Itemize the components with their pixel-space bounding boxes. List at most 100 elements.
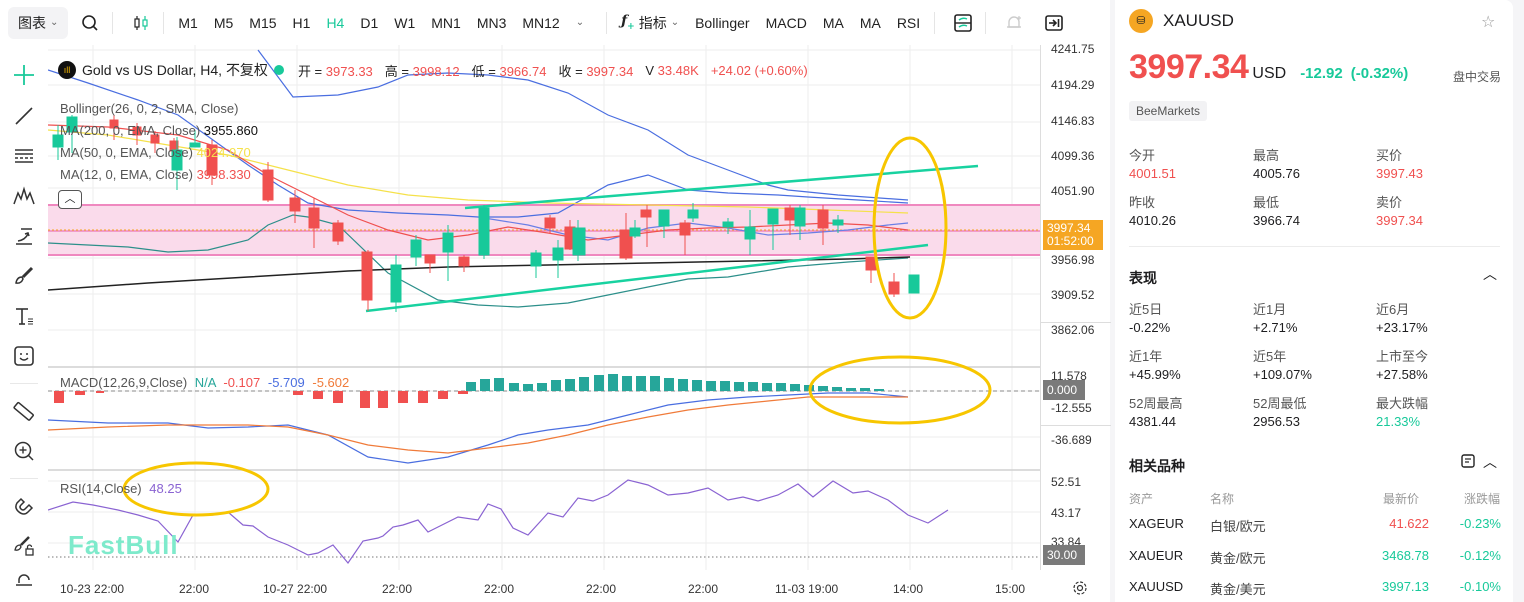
template-button[interactable] bbox=[947, 7, 979, 39]
lock-drawings-tool[interactable] bbox=[8, 530, 40, 562]
collapse-legend-button[interactable]: ︿ bbox=[58, 190, 82, 209]
timeframe-m1[interactable]: M1 bbox=[178, 14, 198, 31]
gold-bars-icon: ⛁ bbox=[1129, 9, 1153, 33]
ma50-legend[interactable]: MA(50, 0, EMA, Close) 4024.970 bbox=[60, 145, 251, 160]
last-price: 3997.34 bbox=[1129, 48, 1249, 86]
indicator-ma-2[interactable]: MA bbox=[859, 14, 881, 31]
macd-legend[interactable]: MACD(12,26,9,Close) N/A -0.107 -5.709 -5… bbox=[60, 375, 350, 390]
divider bbox=[985, 11, 987, 34]
collapse-panel-button[interactable] bbox=[1038, 7, 1070, 39]
timeframe-m5[interactable]: M5 bbox=[213, 14, 234, 31]
row-change: -0.23% bbox=[1459, 516, 1501, 531]
pattern-tool[interactable] bbox=[8, 180, 40, 212]
stat-prev-close: 昨收 4010.26 bbox=[1129, 195, 1176, 228]
star-icon: ☆ bbox=[1481, 14, 1496, 31]
row-name: 黄金/美元 bbox=[1210, 582, 1266, 597]
bollinger-legend[interactable]: Bollinger(26, 0, 2, SMA, Close) bbox=[60, 101, 239, 116]
indicator-rsi[interactable]: RSI bbox=[896, 14, 921, 31]
price-tick: 4194.29 bbox=[1051, 78, 1095, 92]
perf-since-listing: 上市至今 +27.58% bbox=[1376, 349, 1429, 382]
timeframe-mn3[interactable]: MN3 bbox=[476, 14, 507, 31]
hide-drawings-tool[interactable] bbox=[8, 568, 40, 600]
stat-high: 最高 4005.76 bbox=[1253, 148, 1300, 181]
trend-line-tool[interactable] bbox=[8, 100, 40, 132]
chart-label: 图表 bbox=[18, 14, 46, 31]
timeframe-h1[interactable]: H1 bbox=[292, 14, 311, 31]
timeframe-d1[interactable]: D1 bbox=[360, 14, 379, 31]
gold-symbol-icon: ıll bbox=[58, 61, 76, 79]
macd-tick: 11.578 bbox=[1051, 369, 1087, 383]
row-asset: XAUEUR bbox=[1129, 548, 1184, 563]
price-tick: 3862.06 bbox=[1051, 323, 1095, 337]
magnet-tool[interactable] bbox=[8, 490, 40, 522]
perf-max-drawdown: 最大跌幅 21.33% bbox=[1376, 396, 1429, 429]
indicator-bollinger[interactable]: Bollinger bbox=[695, 14, 750, 31]
ma12-legend[interactable]: MA(12, 0, EMA, Close) 3998.330 bbox=[60, 167, 251, 182]
chart-type-dropdown[interactable]: 图表 ⌄ bbox=[8, 6, 69, 39]
ruler-icon bbox=[13, 401, 34, 421]
chevron-up-icon: ︿ bbox=[1483, 454, 1497, 470]
chart-canvas[interactable]: ıll Gold vs US Dollar, H4, 不复权 开 = 3973.… bbox=[48, 45, 1040, 570]
zoom-in-icon bbox=[14, 441, 34, 461]
macd-tick: -12.555 bbox=[1051, 401, 1092, 415]
rsi-legend[interactable]: RSI(14,Close) 48.25 bbox=[60, 481, 182, 496]
time-axis[interactable]: 10-23 22:00 22:00 10-27 22:00 22:00 22:0… bbox=[48, 570, 1087, 602]
time-tick: 22:00 bbox=[179, 582, 210, 596]
zoom-in-tool[interactable] bbox=[8, 435, 40, 467]
candlestick-type-button[interactable] bbox=[125, 7, 157, 39]
emoji-tool[interactable] bbox=[8, 340, 40, 372]
price-tick: 4099.36 bbox=[1051, 149, 1095, 163]
price-tick: 4241.75 bbox=[1051, 42, 1095, 56]
measure-tool[interactable] bbox=[8, 395, 40, 427]
price-tick: 4146.83 bbox=[1051, 114, 1095, 128]
chart-toolbar: 图表 ⌄ M1 M5 M15 H1 H4 D1 W1 MN1 MN3 MN12 … bbox=[0, 0, 1110, 45]
symbol-header: ⛁ XAUUSD bbox=[1129, 9, 1234, 33]
text-icon bbox=[16, 308, 33, 325]
chart-settings-button[interactable] bbox=[1072, 580, 1088, 599]
row-name: 白银/欧元 bbox=[1210, 519, 1266, 534]
add-alert-button[interactable] bbox=[998, 7, 1030, 39]
time-tick: 22:00 bbox=[382, 582, 413, 596]
row-name: 黄金/欧元 bbox=[1210, 551, 1266, 566]
brush-tool[interactable] bbox=[8, 260, 40, 292]
ohlc-high: 高 = 3998.12 bbox=[384, 63, 460, 79]
price-tick: 4051.90 bbox=[1051, 184, 1095, 198]
timeframe-mn1[interactable]: MN1 bbox=[431, 14, 461, 31]
time-tick: 22:00 bbox=[688, 582, 719, 596]
chevron-up-icon: ︿ bbox=[1483, 266, 1497, 282]
text-tool[interactable] bbox=[8, 300, 40, 332]
timeframe-w1[interactable]: W1 bbox=[394, 14, 416, 31]
performance-collapse-button[interactable]: ︿ bbox=[1483, 264, 1497, 284]
indicator-ma[interactable]: MA bbox=[822, 14, 844, 31]
price-change-pct: (-0.32%) bbox=[1350, 65, 1409, 82]
timeframe-mn12[interactable]: MN12 bbox=[522, 14, 560, 31]
divider bbox=[1129, 246, 1500, 247]
price-axis[interactable]: 4241.75 4194.29 4146.83 4099.36 4051.90 … bbox=[1040, 42, 1111, 570]
indicator-macd[interactable]: MACD bbox=[765, 14, 807, 31]
col-header-asset: 资产 bbox=[1129, 492, 1154, 506]
indicators-button[interactable]: ƒ+ 指标 ⌄ bbox=[613, 13, 687, 33]
indicators-label: 指标 bbox=[638, 14, 667, 31]
time-tick: 10-27 22:00 bbox=[263, 582, 328, 596]
projection-tool[interactable] bbox=[8, 220, 40, 252]
row-change: -0.10% bbox=[1459, 579, 1501, 594]
crosshair-tool[interactable] bbox=[8, 59, 40, 91]
favorite-button[interactable]: ☆ bbox=[1481, 12, 1495, 32]
ma200-legend[interactable]: MA(200, 0, EMA, Close) 3955.860 bbox=[60, 123, 259, 138]
timeframe-h4[interactable]: H4 bbox=[326, 14, 345, 31]
timeframe-more-chevron-icon[interactable]: ⌄ bbox=[575, 17, 585, 28]
divider bbox=[10, 383, 38, 384]
related-collapse-button[interactable]: ︿ bbox=[1483, 452, 1497, 472]
perf-6m: 近6月 +23.17% bbox=[1376, 302, 1428, 335]
ohlc-close: 收 = 3997.34 bbox=[558, 63, 634, 79]
brush-lock-icon bbox=[14, 536, 34, 556]
fib-tool[interactable] bbox=[8, 140, 40, 172]
related-list-button[interactable] bbox=[1460, 453, 1476, 474]
divider bbox=[934, 11, 936, 34]
performance-title: 表现 bbox=[1129, 270, 1157, 286]
arrow-right-to-line-icon bbox=[1045, 14, 1063, 31]
timeframe-m15[interactable]: M15 bbox=[249, 14, 277, 31]
trend-line-icon bbox=[15, 107, 33, 125]
time-tick: 14:00 bbox=[893, 582, 924, 596]
search-button[interactable] bbox=[74, 7, 106, 39]
